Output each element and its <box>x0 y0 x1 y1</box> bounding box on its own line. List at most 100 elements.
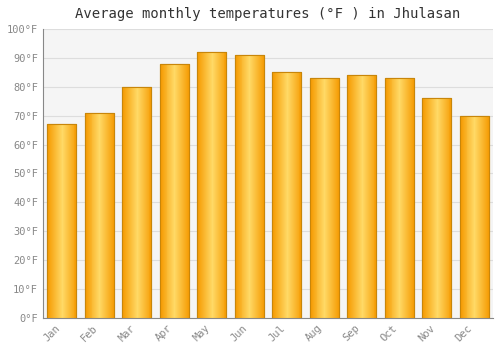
Bar <box>404 78 405 318</box>
Bar <box>136 87 137 318</box>
Bar <box>142 87 144 318</box>
Bar <box>260 55 261 318</box>
Bar <box>90 113 92 318</box>
Bar <box>431 98 432 318</box>
Bar <box>51 124 52 318</box>
Bar <box>437 98 438 318</box>
Bar <box>483 116 484 318</box>
Bar <box>122 87 123 318</box>
Bar <box>327 78 328 318</box>
Bar <box>128 87 129 318</box>
Bar <box>320 78 322 318</box>
Bar <box>422 98 423 318</box>
Bar <box>60 124 61 318</box>
Bar <box>488 116 489 318</box>
Bar <box>201 52 202 318</box>
Bar <box>335 78 336 318</box>
Bar <box>148 87 150 318</box>
Bar <box>284 72 285 318</box>
Bar <box>485 116 486 318</box>
Bar <box>316 78 318 318</box>
Bar <box>109 113 110 318</box>
Bar <box>272 72 302 318</box>
Bar <box>68 124 70 318</box>
Bar <box>48 124 49 318</box>
Bar <box>134 87 135 318</box>
Bar <box>177 64 178 318</box>
Bar <box>168 64 170 318</box>
Bar <box>253 55 254 318</box>
Bar <box>347 75 376 318</box>
Bar <box>261 55 262 318</box>
Bar <box>273 72 274 318</box>
Bar <box>172 64 174 318</box>
Bar <box>392 78 394 318</box>
Bar <box>250 55 252 318</box>
Bar <box>272 72 302 318</box>
Bar <box>197 52 226 318</box>
Bar <box>206 52 207 318</box>
Bar <box>440 98 442 318</box>
Bar <box>262 55 263 318</box>
Bar <box>427 98 428 318</box>
Bar <box>129 87 130 318</box>
Bar <box>123 87 124 318</box>
Bar <box>132 87 133 318</box>
Bar <box>460 116 489 318</box>
Bar <box>84 113 114 318</box>
Bar <box>57 124 58 318</box>
Bar <box>94 113 96 318</box>
Bar <box>98 113 100 318</box>
Bar <box>130 87 131 318</box>
Bar <box>54 124 55 318</box>
Bar <box>213 52 214 318</box>
Bar <box>222 52 224 318</box>
Bar <box>66 124 68 318</box>
Bar <box>47 124 76 318</box>
Bar <box>372 75 374 318</box>
Bar <box>289 72 290 318</box>
Bar <box>364 75 366 318</box>
Bar <box>112 113 113 318</box>
Bar <box>426 98 427 318</box>
Bar <box>448 98 450 318</box>
Bar <box>400 78 402 318</box>
Bar <box>482 116 483 318</box>
Bar <box>430 98 431 318</box>
Bar <box>125 87 126 318</box>
Bar <box>50 124 51 318</box>
Bar <box>187 64 188 318</box>
Bar <box>351 75 352 318</box>
Bar <box>366 75 368 318</box>
Bar <box>390 78 392 318</box>
Bar <box>252 55 253 318</box>
Bar <box>180 64 181 318</box>
Bar <box>150 87 152 318</box>
Bar <box>477 116 478 318</box>
Bar <box>199 52 200 318</box>
Bar <box>257 55 258 318</box>
Bar <box>398 78 400 318</box>
Bar <box>368 75 370 318</box>
Bar <box>484 116 485 318</box>
Bar <box>212 52 213 318</box>
Bar <box>413 78 414 318</box>
Bar <box>348 75 349 318</box>
Bar <box>133 87 134 318</box>
Bar <box>55 124 56 318</box>
Bar <box>407 78 408 318</box>
Bar <box>312 78 314 318</box>
Bar <box>442 98 444 318</box>
Bar <box>113 113 114 318</box>
Bar <box>331 78 332 318</box>
Bar <box>272 72 273 318</box>
Bar <box>234 55 264 318</box>
Bar <box>432 98 433 318</box>
Bar <box>84 113 114 318</box>
Bar <box>370 75 372 318</box>
Bar <box>72 124 74 318</box>
Bar <box>53 124 54 318</box>
Bar <box>470 116 472 318</box>
Bar <box>137 87 138 318</box>
Bar <box>255 55 256 318</box>
